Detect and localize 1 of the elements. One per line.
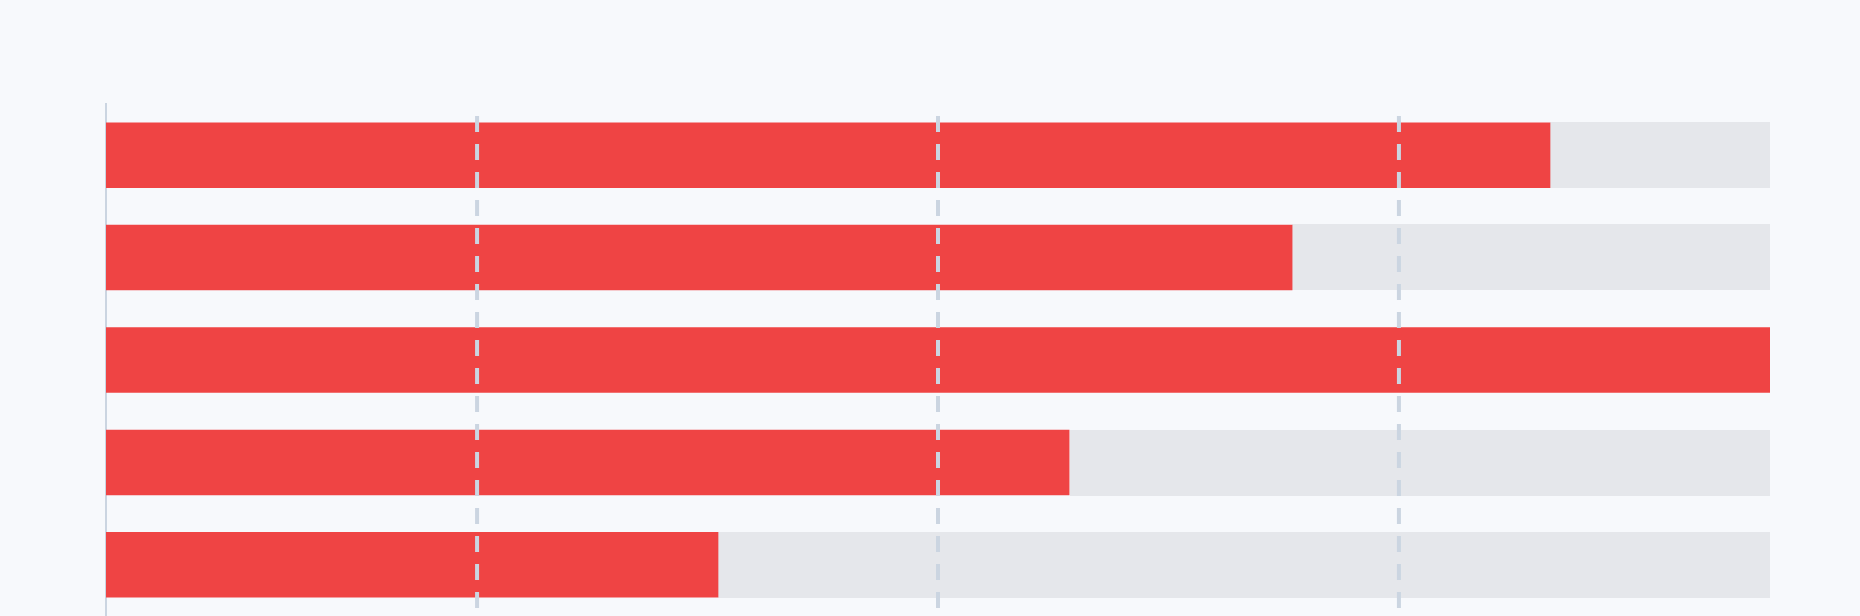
bar: [106, 327, 1770, 393]
